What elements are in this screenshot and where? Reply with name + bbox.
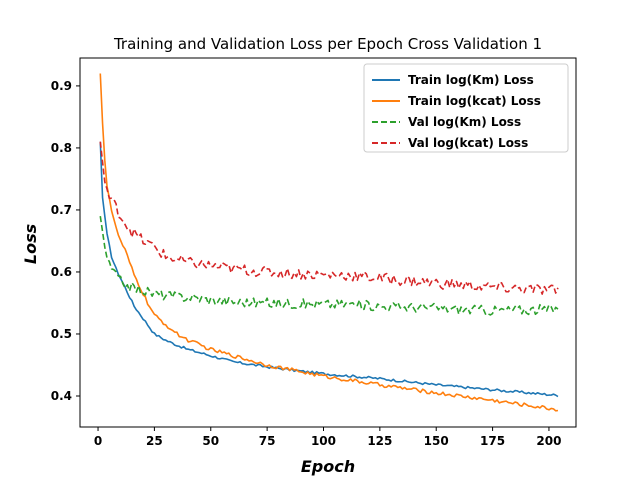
- legend-entry-3: Val log(kcat) Loss: [408, 136, 528, 150]
- axis-layer: 0 25 50 75 100 125 150 175 200 0.4 0.5 0.6 0.7 0.8 0.9: [51, 79, 562, 448]
- series-line-1: [99, 73, 559, 412]
- x-tick-label: 175: [480, 434, 505, 448]
- legend-entry-0: Train log(Km) Loss: [408, 73, 534, 87]
- series-line-0: [99, 141, 559, 398]
- y-tick-label: 0.9: [51, 79, 72, 93]
- y-axis-label: Loss: [21, 224, 40, 264]
- legend: Train log(Km) Loss Train log(kcat) Loss Va…: [363, 63, 569, 153]
- y-tick-label: 0.5: [51, 327, 72, 341]
- x-tick-label: 150: [424, 434, 449, 448]
- x-axis-label: Epoch: [301, 457, 355, 476]
- plot-frame: [79, 57, 577, 428]
- chart-title: Training and Validation Loss per Epoch C…: [113, 35, 542, 53]
- series-layer: [99, 73, 559, 412]
- x-tick-label: 100: [311, 434, 336, 448]
- x-tick-label: 50: [202, 434, 219, 448]
- x-tick-label: 0: [94, 434, 102, 448]
- x-tick-label: 125: [367, 434, 392, 448]
- y-tick-label: 0.6: [51, 265, 72, 279]
- x-tick-label: 200: [536, 434, 561, 448]
- y-tick-label: 0.8: [51, 141, 72, 155]
- x-tick-label: 25: [146, 434, 163, 448]
- series-line-3: [99, 141, 559, 295]
- legend-entry-2: Val log(Km) Loss: [408, 115, 521, 129]
- x-tick-label: 75: [259, 434, 276, 448]
- y-tick-label: 0.4: [51, 389, 72, 403]
- y-tick-label: 0.7: [51, 203, 72, 217]
- series-line-2: [99, 216, 559, 316]
- legend-box: [363, 63, 569, 153]
- legend-entry-1: Train log(kcat) Loss: [408, 94, 541, 108]
